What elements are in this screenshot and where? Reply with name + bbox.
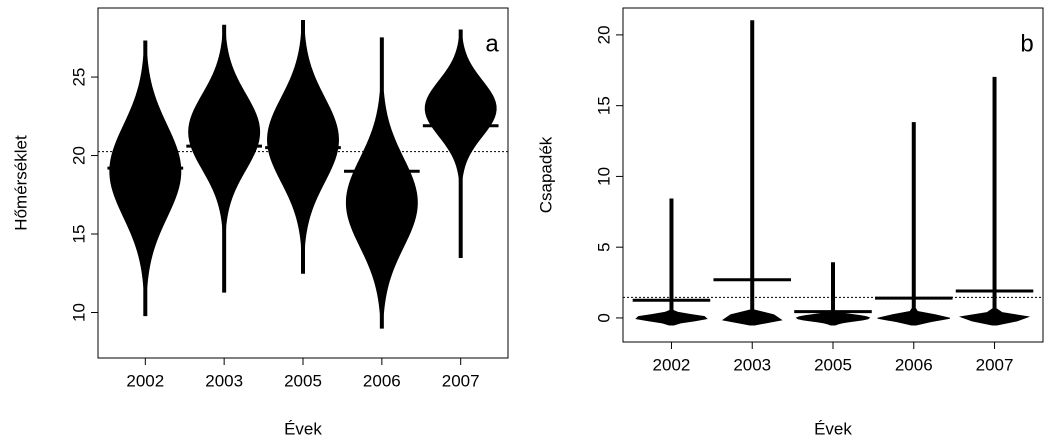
x-tick-label: 2006 (895, 355, 933, 374)
y-tick-label: 0 (594, 313, 613, 322)
y-tick-label: 5 (594, 242, 613, 251)
bean (345, 37, 418, 329)
x-tick-label: 2007 (976, 355, 1014, 374)
x-tick-label: 2002 (126, 371, 164, 390)
x-tick-label: 2005 (284, 371, 322, 390)
x-tick-label: 2006 (363, 371, 401, 390)
x-axis-label: Évek (814, 419, 852, 438)
y-tick-label: 10 (594, 167, 613, 186)
x-axis-label: Évek (284, 419, 322, 438)
y-axis-label: Hőmérséklet (11, 135, 30, 231)
x-tick-label: 2007 (442, 371, 480, 390)
panel-label: b (1020, 30, 1033, 57)
y-tick-label: 15 (69, 225, 88, 244)
y-tick-label: 15 (594, 96, 613, 115)
bean (877, 122, 951, 326)
x-tick-label: 2002 (653, 355, 691, 374)
bean (721, 20, 783, 326)
y-tick-label: 20 (69, 146, 88, 165)
x-tick-label: 2005 (814, 355, 852, 374)
bean (635, 198, 708, 326)
x-tick-label: 2003 (205, 371, 243, 390)
y-tick-label: 20 (594, 25, 613, 44)
y-axis-label: Csapadék (536, 136, 555, 213)
bean (109, 40, 182, 317)
x-tick-label: 2003 (733, 355, 771, 374)
bean (795, 262, 871, 326)
bean (958, 76, 1031, 326)
y-tick-label: 10 (69, 303, 88, 322)
bean (424, 29, 497, 259)
bean (188, 24, 261, 293)
panel-label: a (485, 30, 499, 57)
y-tick-label: 25 (69, 68, 88, 87)
